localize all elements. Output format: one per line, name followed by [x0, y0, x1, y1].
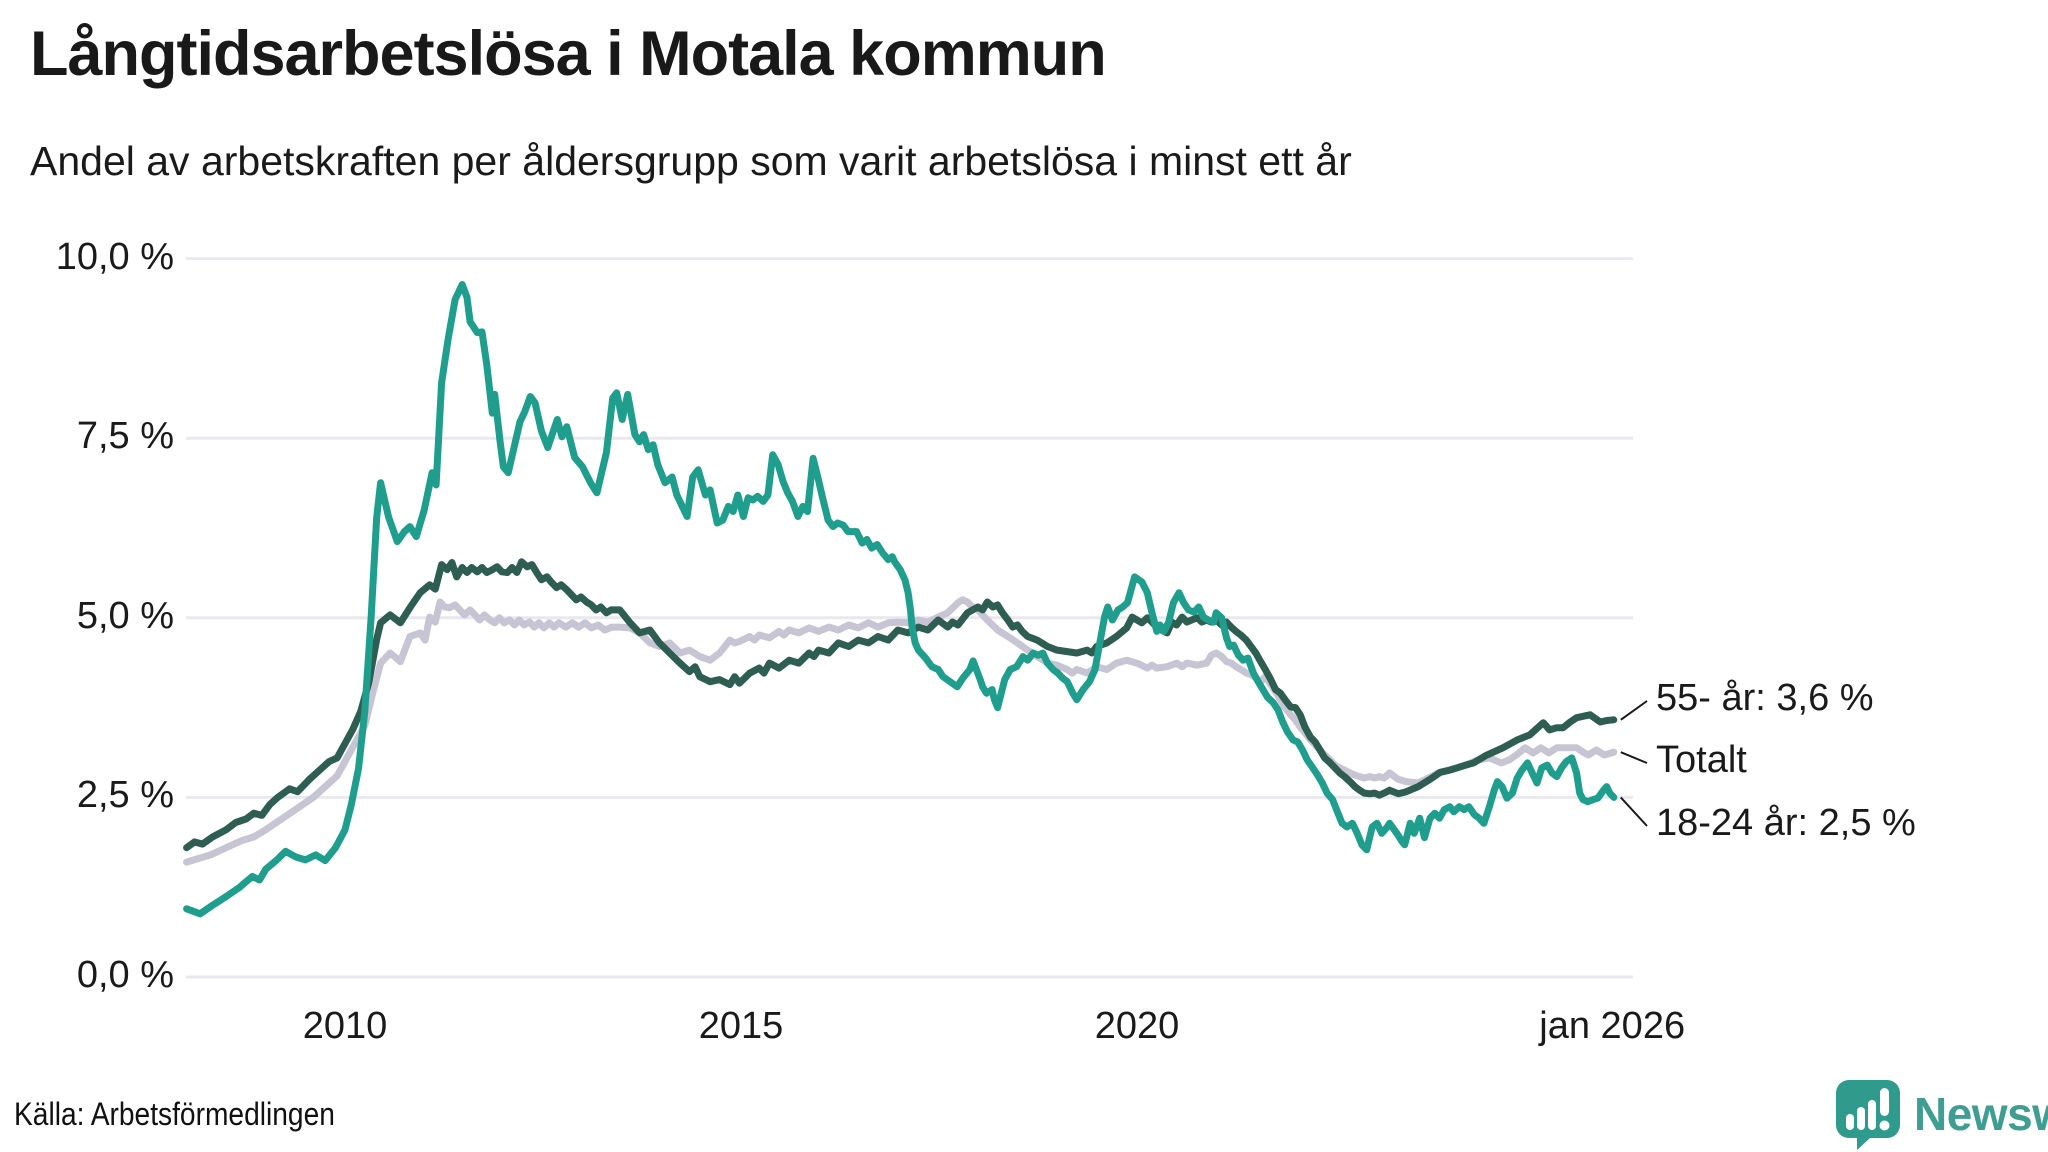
y-axis-tick-label: 7,5 %	[76, 415, 174, 458]
series-line-55-r	[183, 558, 1618, 852]
y-axis-tick-label: 0,0 %	[76, 954, 174, 996]
brand-wordmark: Newsworthy	[1914, 1088, 2048, 1140]
series-end-label-totalt: Totalt	[1656, 739, 1747, 781]
x-axis-tick-label: 2010	[302, 1005, 388, 1047]
series-line-18-24-r	[183, 281, 1618, 918]
x-axis-tick-label: jan 2026	[1539, 1005, 1686, 1047]
x-axis-tick-label: 2020	[1094, 1005, 1180, 1047]
page-subtitle: Andel av arbetskraften per åldersgrupp s…	[30, 138, 1352, 184]
series-end-label-18-24-r: 18-24 år: 2,5 %	[1656, 802, 1916, 844]
page-title: Långtidsarbetslösa i Motala kommun	[30, 19, 1107, 89]
leader-line	[1620, 700, 1648, 721]
source-note: Källa: Arbetsförmedlingen	[14, 1096, 335, 1132]
leader-line	[1620, 796, 1648, 827]
newsworthy-logo: Newsworthy	[1834, 1078, 2048, 1150]
series-line-totalt	[183, 596, 1618, 866]
y-axis-tick-label: 10,0 %	[55, 235, 174, 278]
y-axis-tick-label: 2,5 %	[76, 774, 174, 817]
y-axis-tick-label: 5,0 %	[76, 594, 174, 637]
series-end-label-55-r: 55- år: 3,6 %	[1656, 677, 1874, 719]
x-axis-tick-label: 2015	[698, 1005, 784, 1047]
leader-line	[1620, 751, 1648, 764]
bar-chart-speech-bubble-icon	[1836, 1080, 1900, 1150]
